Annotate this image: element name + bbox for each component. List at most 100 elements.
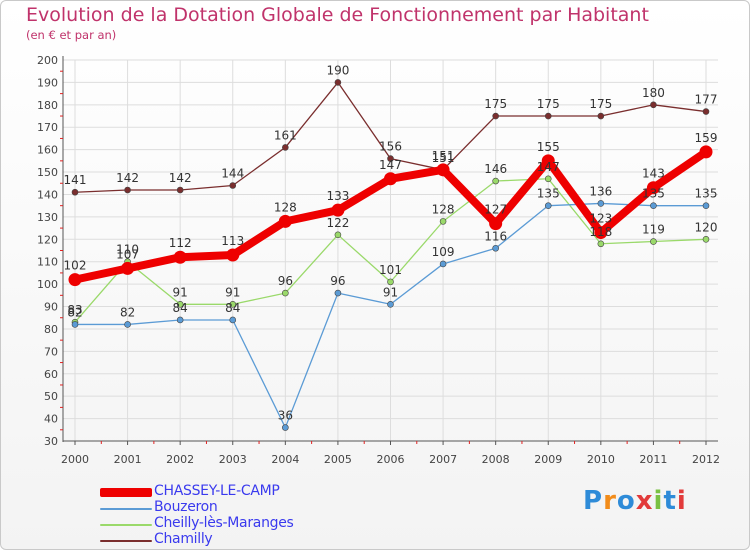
data-label: 136 <box>589 184 612 198</box>
data-point <box>176 316 184 324</box>
logo-letter: i <box>653 486 664 516</box>
y-tick-label: 70 <box>44 345 58 358</box>
data-point <box>229 182 237 189</box>
logo-letter: o <box>616 486 636 516</box>
x-tick-label: 2010 <box>587 453 615 466</box>
x-tick-label: 2001 <box>114 453 142 466</box>
data-label-layer: 102 107 112 113 128 133 147 151 127 155 123 143 159 8… <box>64 63 718 422</box>
data-label: 133 <box>326 189 349 203</box>
data-label: 120 <box>695 220 718 234</box>
y-tick-label: 160 <box>37 144 58 157</box>
x-tick-label: 2007 <box>429 453 457 466</box>
x-tick-label: 2011 <box>639 453 667 466</box>
logo-letter: P <box>583 486 604 516</box>
data-label: 128 <box>274 200 297 214</box>
data-label: 147 <box>537 160 560 174</box>
data-label: 84 <box>225 301 240 315</box>
data-point <box>282 424 289 431</box>
data-point <box>492 244 499 252</box>
data-point <box>702 235 710 243</box>
data-label: 177 <box>695 93 718 107</box>
y-tick-label: 130 <box>37 211 58 224</box>
data-label: 96 <box>278 274 293 288</box>
logo-text: Proxiti <box>583 486 687 516</box>
data-point <box>384 172 397 186</box>
data-point <box>492 177 499 185</box>
data-point <box>124 321 131 328</box>
data-label: 122 <box>326 216 349 230</box>
data-point <box>702 202 710 209</box>
data-label: 190 <box>326 63 349 77</box>
x-tick-label: 2006 <box>377 453 405 466</box>
data-point <box>650 101 657 109</box>
data-point <box>492 112 499 120</box>
data-point <box>229 300 237 308</box>
x-tick-label: 2012 <box>692 453 720 466</box>
data-label: 116 <box>484 229 507 243</box>
y-tick-label: 120 <box>37 233 58 246</box>
data-point <box>597 200 605 207</box>
data-point <box>387 300 394 308</box>
y-tick-label: 40 <box>44 413 58 426</box>
data-point <box>334 231 342 239</box>
data-point <box>439 260 447 268</box>
data-label: 110 <box>116 243 139 257</box>
data-point <box>282 144 289 151</box>
y-tick-label: 110 <box>37 256 58 269</box>
legend-label: Bouzeron <box>154 499 218 515</box>
data-point <box>544 175 552 183</box>
data-point <box>699 145 713 159</box>
data-label: 143 <box>642 167 665 181</box>
data-label: 161 <box>274 128 297 142</box>
data-point <box>71 321 79 328</box>
data-point <box>176 186 184 194</box>
data-point <box>226 248 240 262</box>
y-tick-label: 180 <box>37 99 58 112</box>
logo-letter: x <box>635 486 654 516</box>
y-tick-label: 60 <box>44 368 58 381</box>
y-tick-label: 30 <box>44 435 58 448</box>
x-tick-label: 2000 <box>61 453 89 466</box>
data-label: 128 <box>432 202 455 216</box>
data-label: 101 <box>379 263 402 277</box>
data-point <box>387 155 394 162</box>
data-point <box>646 181 660 195</box>
data-label: 144 <box>221 167 244 181</box>
data-point <box>68 273 82 287</box>
data-label: 96 <box>330 274 345 288</box>
data-label: 107 <box>116 247 139 261</box>
y-tick-label: 50 <box>44 390 58 403</box>
data-label: 142 <box>169 171 192 185</box>
data-label: 175 <box>589 97 612 111</box>
data-label: 112 <box>169 236 192 250</box>
data-label: 180 <box>642 86 665 100</box>
y-tick-label: 80 <box>44 323 58 336</box>
chart-subtitle: (en € et par an) <box>26 28 117 42</box>
x-tick-label: 2009 <box>534 453 562 466</box>
data-label: 119 <box>642 223 665 237</box>
logo-letter: r <box>603 486 617 516</box>
data-label: 118 <box>589 225 612 239</box>
axis-layer: 30 40 50 60 70 80 90 100 110 120 130 140 150 160 170 18… <box>37 54 720 466</box>
y-tick-label: 100 <box>37 278 58 291</box>
data-label: 91 <box>383 285 398 299</box>
logo-letter: i <box>676 486 687 516</box>
data-point <box>173 250 187 264</box>
series-layer <box>68 79 713 431</box>
x-tick-label: 2003 <box>219 453 247 466</box>
data-point <box>650 238 657 245</box>
data-label: 135 <box>642 187 665 201</box>
legend-swatch <box>100 488 152 497</box>
data-label: 135 <box>695 187 718 201</box>
y-tick-label: 90 <box>44 301 58 314</box>
data-label: 146 <box>484 162 507 176</box>
data-point <box>176 300 184 308</box>
data-point <box>650 202 657 209</box>
data-point <box>544 112 552 120</box>
data-point <box>436 163 450 177</box>
data-point <box>331 203 345 217</box>
data-point <box>121 261 135 275</box>
data-label: 175 <box>484 97 507 111</box>
data-label: 83 <box>67 303 82 317</box>
data-point <box>597 112 605 120</box>
